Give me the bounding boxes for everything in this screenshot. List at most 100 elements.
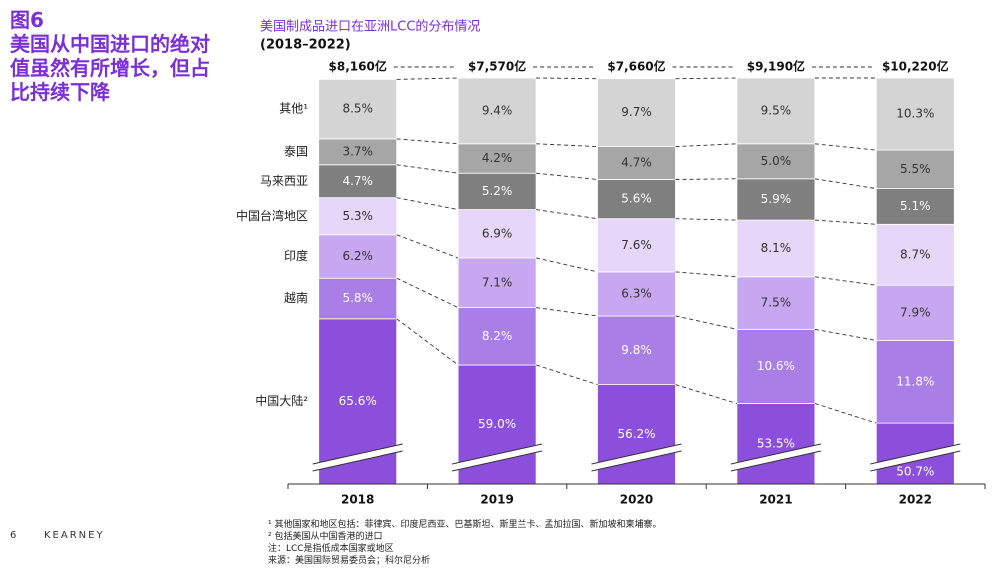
bar-segment [457,209,537,259]
legend-label: 中国大陆² [255,393,308,408]
axis-break-line [451,443,543,465]
brand: KEARNEY [44,530,105,541]
axis-break [730,444,821,471]
footnote: 注：LCC是指低成本国家或地区 [268,544,394,554]
bar-segment [736,276,816,330]
value-label: 7.5% [761,296,792,310]
value-label: 9.8% [621,343,652,357]
value-label: 9.5% [761,103,792,117]
connector [396,234,459,259]
value-label: 56.2% [617,427,655,441]
axis-break [870,444,961,471]
value-label: 10.3% [896,107,934,121]
axis-break-line [451,450,543,472]
connector [675,384,738,404]
connector [675,315,737,330]
bar-segment [875,284,955,341]
legend-label: 印度 [284,248,308,263]
connector [396,197,459,211]
connector [396,77,459,80]
chart-title: 美国制成品进口在亚洲LCC的分布情况 [260,19,480,35]
connector [675,178,737,180]
value-label: 8.1% [761,241,792,255]
value-label: 7.9% [900,305,931,319]
total-label: $10,220亿 [882,59,949,74]
axis-break-line [312,450,403,472]
bar-segment [318,79,398,140]
headline-line: 美国从中国进口的绝对 [10,32,210,56]
value-label: 8.7% [900,247,931,261]
bar-segment [597,179,676,220]
legend-label: 泰国 [284,144,308,158]
bar-segment [597,384,676,485]
connector [535,257,598,273]
axis-break-line [591,450,682,472]
bar-segment [875,340,955,424]
value-label: 3.7% [342,144,373,158]
bar-segment [736,178,816,221]
value-label: 4.7% [342,174,373,188]
bar-segment [597,271,676,317]
headline-line: 值虽然有所增长，但占 [10,56,210,80]
connector [675,218,737,221]
bar-segment [875,77,955,151]
connector [814,219,877,225]
connector [536,172,598,180]
value-label: 9.7% [621,105,652,119]
bar-segment [875,223,955,286]
total-label: $7,660亿 [607,59,665,74]
headline-block: 图6 美国从中国进口的绝对 值虽然有所增长，但占 比持续下降 [10,8,240,104]
legend-label: 中国台湾地区 [236,208,308,223]
connector [396,138,459,145]
footnote: 来源：美国国际贸易委员会；科尔尼分析 [268,556,431,566]
connector [814,328,877,341]
footnotes: ¹ 其他国家和地区包括：菲律宾、印度尼西亚、巴基斯坦、斯里兰卡、孟加拉国、新加坡… [268,519,661,567]
value-label: 6.9% [482,226,513,240]
total-label: $7,570亿 [468,59,526,74]
x-tick-label: 2020 [620,493,653,507]
bar-segment [875,188,955,225]
value-label: 59.0% [478,417,516,431]
value-label: 53.5% [757,436,795,450]
connector [814,403,877,424]
axis-break [452,444,543,471]
bar-segment [457,307,537,366]
bar-segment [597,218,676,273]
value-label: 5.1% [900,199,931,213]
connector [814,143,877,151]
connector [536,143,598,148]
axis-break-line [730,450,822,472]
bar-segment [736,403,816,485]
value-label: 9.4% [482,103,513,117]
chart-subtitle: (2018–2022) [260,38,351,53]
value-label: 7.6% [621,238,652,252]
chart: 美国制成品进口在亚洲LCC的分布情况 (2018–2022) 65.6% 中国大陆… [236,19,986,507]
footnote: ¹ 其他国家和地区包括：菲律宾、印度尼西亚、巴基斯坦、斯里兰卡、孟加拉国、新加坡… [268,520,662,530]
connector [675,77,737,80]
bar-segment [736,328,816,404]
connector [535,364,598,386]
bar-segment [597,146,676,180]
connector [536,209,598,220]
bar-segment [457,77,537,145]
value-label: 6.2% [342,249,373,263]
value-label: 5.0% [761,154,792,168]
connector [675,143,737,148]
value-label: 4.7% [621,156,652,170]
bar-segment [318,164,398,199]
connector [675,271,737,278]
value-label: 65.6% [339,394,377,408]
bar-segment [736,219,816,278]
axis-break [591,444,682,471]
total-label: $8,160亿 [329,59,387,74]
connector [814,178,877,190]
x-tick-label: 2019 [480,493,513,507]
headline-line: 比持续下降 [10,80,110,104]
footnote: ² 包括美国从中国香港的进口 [268,532,383,542]
connector [396,164,459,174]
value-label: 5.6% [621,192,652,206]
axis-break-line [730,443,822,465]
legend-label: 越南 [284,290,308,305]
bar-segment [457,172,537,210]
